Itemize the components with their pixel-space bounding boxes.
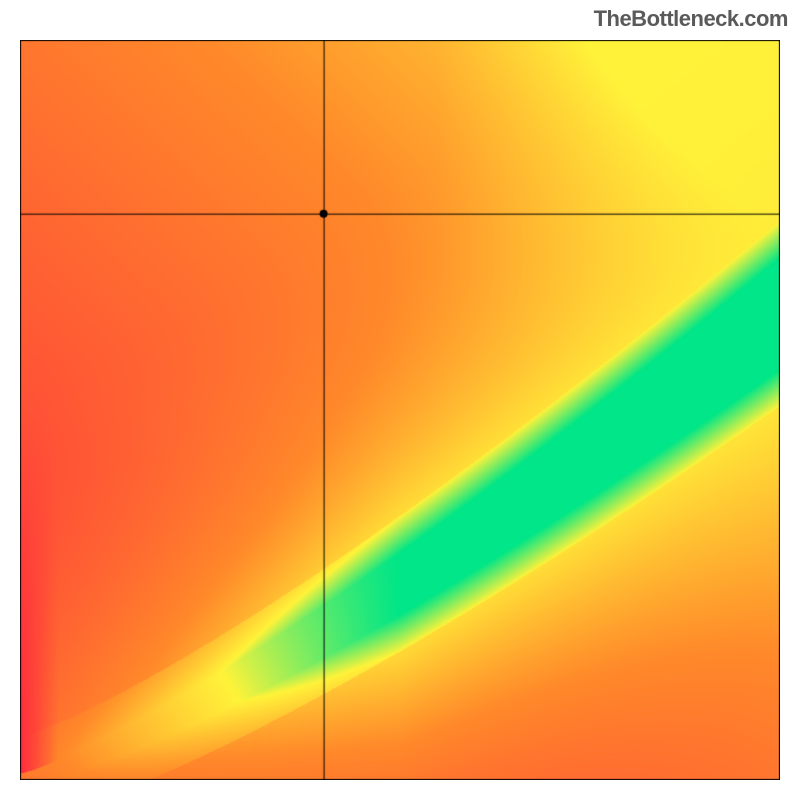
heatmap-canvas <box>20 40 780 780</box>
heatmap-plot <box>20 40 780 780</box>
watermark-text: TheBottleneck.com <box>594 6 788 32</box>
